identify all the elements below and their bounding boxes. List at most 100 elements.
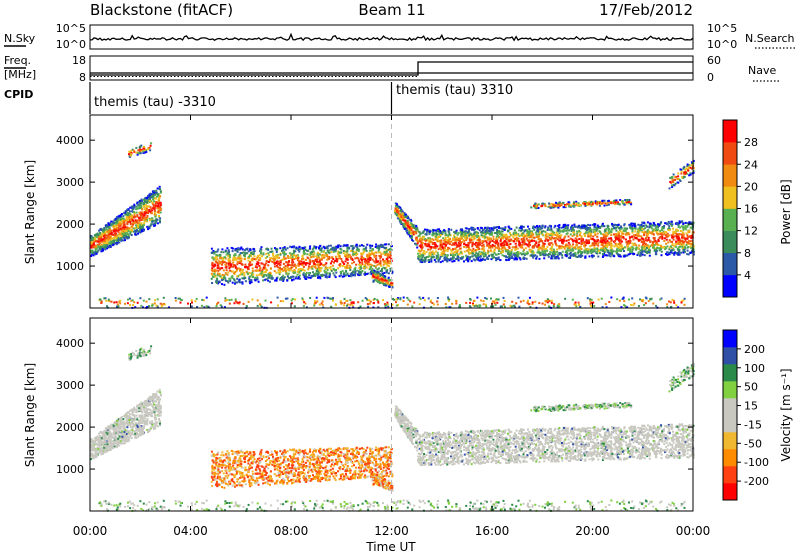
power-cell: [259, 248, 262, 251]
power-cell: [227, 280, 230, 283]
power-cell: [503, 246, 506, 249]
power-cell: [546, 235, 549, 238]
power-cell: [606, 254, 609, 257]
power-cell: [665, 247, 668, 250]
power-cell: [106, 240, 109, 243]
power-cell: [471, 241, 474, 244]
power-cell: [288, 267, 291, 270]
power-cell: [669, 240, 672, 243]
power-cell: [379, 274, 382, 277]
power-cell: [565, 225, 568, 228]
power-cell: [571, 247, 574, 250]
power-cell: [435, 233, 438, 236]
power-cell: [573, 231, 576, 234]
power-cell: [536, 229, 539, 232]
power-cell: [591, 256, 594, 259]
power-cell: [583, 227, 586, 230]
power-cell: [556, 250, 559, 253]
power-cell: [391, 286, 394, 289]
power-cell: [446, 249, 449, 252]
power-cell: [397, 209, 400, 212]
power-cell: [99, 233, 102, 236]
noise-sky-line: [90, 32, 694, 42]
power-cell: [227, 271, 230, 274]
power-cell: [631, 242, 634, 245]
power-cell: [479, 254, 482, 257]
power-cell: [138, 222, 141, 225]
power-cell: [370, 265, 372, 268]
power-cell: [125, 232, 128, 235]
power-cell: [468, 237, 471, 240]
power-cell: [618, 241, 621, 244]
power-cell: [432, 232, 434, 235]
power-cell: [158, 209, 161, 212]
power-cell: [152, 203, 155, 206]
power-cell: [463, 250, 466, 253]
power-cell: [656, 244, 659, 247]
power-cell: [615, 229, 618, 232]
power-cell: [453, 236, 456, 239]
power-cell: [109, 228, 112, 231]
power-cell: [120, 231, 123, 234]
power-cell: [386, 283, 389, 285]
power-cell: [243, 249, 246, 252]
power-cell: [320, 266, 323, 269]
power-cell: [571, 227, 574, 229]
power-cell: [212, 265, 215, 268]
power-cell: [609, 246, 612, 249]
power-cell: [498, 230, 501, 233]
power-cell: [297, 268, 300, 271]
power-cell: [657, 223, 659, 226]
power-cell: [243, 271, 246, 274]
power-cell: [225, 262, 228, 265]
power-cell: [549, 229, 552, 232]
power-cell: [335, 247, 337, 250]
power-cell: [299, 268, 302, 270]
power-cell: [535, 240, 537, 243]
power-cell: [150, 195, 153, 198]
power-cell: [648, 232, 651, 234]
power-cell: [618, 255, 621, 258]
power-cell: [102, 230, 105, 233]
power-cell: [342, 261, 345, 264]
power-cell: [379, 255, 381, 258]
power-cell: [281, 277, 284, 280]
power-cell: [137, 232, 139, 235]
power-cell: [536, 228, 539, 231]
power-cell: [622, 237, 625, 240]
power-cell: [228, 269, 231, 272]
power-cell: [142, 205, 145, 208]
power-cell: [139, 216, 142, 219]
power-cell: [388, 256, 391, 259]
power-cell: [372, 279, 375, 282]
power-cell: [428, 230, 431, 233]
power-cell: [222, 278, 225, 281]
power-cell: [556, 233, 559, 236]
power-cell: [417, 257, 420, 260]
power-cell: [567, 246, 570, 249]
power-cell: [102, 235, 105, 238]
power-cell: [639, 252, 642, 254]
power-cell: [641, 247, 644, 250]
power-cell: [506, 242, 508, 245]
power-cell: [386, 280, 389, 282]
power-cell: [454, 232, 457, 235]
power-cell: [492, 256, 495, 259]
power-cell: [135, 219, 138, 222]
power-cell: [489, 240, 492, 243]
power-cell: [239, 257, 242, 260]
power-cell: [333, 261, 335, 264]
power-cell: [261, 262, 264, 265]
power-cell: [444, 256, 447, 259]
power-cell: [227, 255, 230, 258]
power-cell: [489, 230, 492, 233]
power-cell: [511, 239, 514, 242]
power-cell: [91, 250, 94, 253]
power-cell: [466, 257, 469, 260]
freq-right-tick-bottom: 0: [707, 71, 714, 84]
power-cell: [302, 257, 305, 260]
power-cell: [665, 238, 668, 241]
power-cell: [527, 231, 530, 234]
power-cell: [239, 252, 242, 255]
power-cell: [97, 234, 100, 237]
